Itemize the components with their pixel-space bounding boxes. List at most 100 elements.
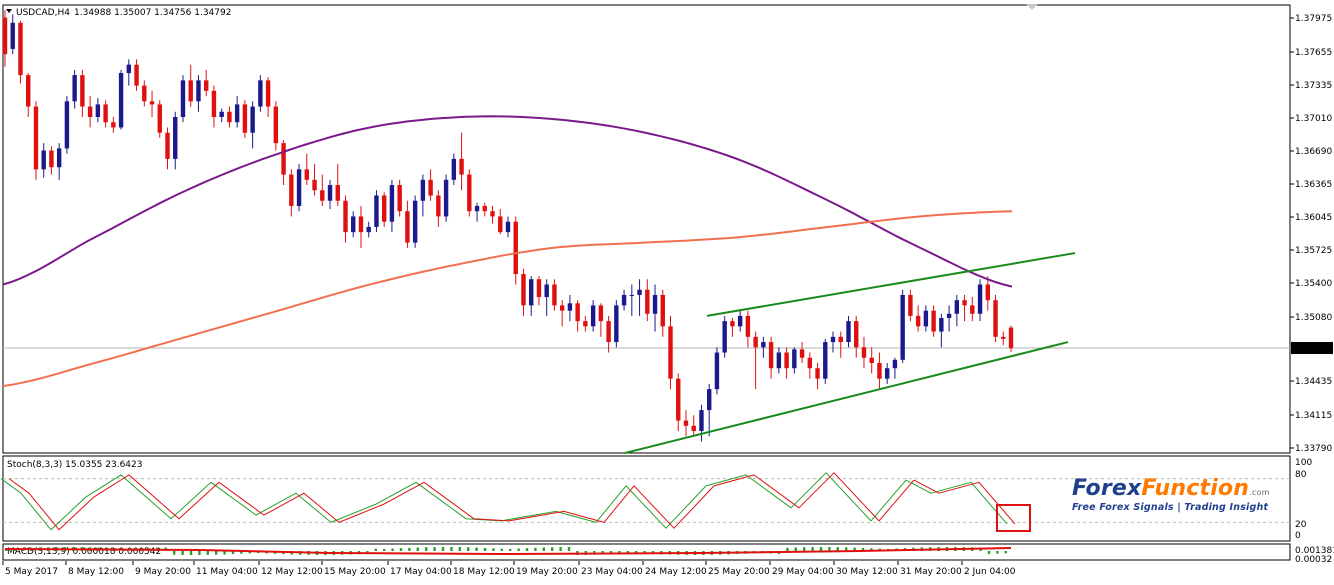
candle-body (281, 143, 286, 175)
candle-body (505, 221, 511, 233)
candle-body (142, 85, 147, 102)
candle-body (645, 289, 650, 314)
candle-body (358, 216, 364, 233)
macd-bar (215, 551, 218, 555)
candle-body (327, 185, 333, 201)
macd-bar (626, 551, 629, 554)
macd-axis-label: 0.001381 (1295, 546, 1334, 556)
candle-body (614, 305, 619, 343)
candle-body (691, 425, 696, 432)
candle-body (211, 90, 217, 117)
time-axis-label: 17 May 04:00 (390, 567, 452, 577)
stoch-axis-label: 20 (1295, 520, 1307, 530)
time-axis-label: 31 May 20:00 (900, 567, 962, 577)
candle-body (26, 75, 31, 107)
candle-body (830, 336, 836, 343)
candle-body (637, 289, 642, 295)
macd-bar (551, 547, 554, 551)
candle-body (227, 111, 232, 123)
candle-body (529, 279, 534, 306)
macd-bar (635, 551, 638, 554)
brand-logo: ForexFunction.com Free Forex Signals | T… (1072, 476, 1272, 513)
price-axis-label: 1.36690 (1295, 147, 1332, 157)
candle-body (590, 305, 596, 327)
macd-bar (189, 551, 193, 555)
brand-tagline: Free Forex Signals | Trading Insight (1072, 502, 1269, 513)
candle-body (397, 185, 402, 212)
price-axis-label: 1.37010 (1295, 114, 1332, 124)
candle-body (900, 294, 905, 360)
macd-bar (811, 547, 814, 551)
candle-body (784, 352, 789, 369)
candle-body (134, 64, 139, 86)
time-axis-label: 18 May 12:00 (453, 567, 515, 577)
candle-body (559, 305, 565, 311)
macd-bar (416, 547, 419, 551)
macd-bar (450, 547, 453, 551)
stoch-main-line (0, 472, 1008, 531)
candle-body (962, 300, 967, 306)
candle-body (923, 310, 929, 327)
candle-body (103, 104, 108, 123)
candle-body (792, 349, 797, 369)
candle-body (970, 305, 975, 314)
macd-bar (861, 547, 865, 551)
price-axis-label: 1.37655 (1295, 48, 1332, 58)
macd-bar (240, 551, 243, 554)
stoch-axis-label: 0 (1295, 531, 1301, 541)
price-axis-label: 1.34435 (1295, 377, 1332, 387)
macd-label: MACD(5,13,9) 0.000018 0.000542 (7, 547, 161, 557)
candles-group (2, 10, 1014, 442)
candle-body (41, 150, 46, 170)
candle-body (838, 336, 843, 343)
stoch-panel-frame (2, 455, 1291, 542)
macd-bar (458, 547, 461, 551)
time-axis-label: 2 Jun 04:00 (964, 567, 1016, 577)
candle-body (1001, 336, 1006, 339)
current-price-label: 1.34792 (1293, 345, 1330, 355)
time-axis-label: 15 May 20:00 (324, 567, 386, 577)
price-axis-label: 1.34115 (1295, 411, 1332, 421)
candle-body (737, 315, 743, 327)
macd-bar (467, 547, 470, 551)
macd-bar (500, 548, 503, 551)
candle-body (157, 104, 162, 133)
candle-body (56, 148, 62, 168)
macd-bar (206, 551, 209, 555)
macd-bar (559, 547, 562, 551)
candle-body (513, 221, 518, 275)
candle-body (180, 80, 186, 117)
candle-body (714, 352, 720, 390)
macd-bar (475, 547, 478, 551)
candle-body (451, 158, 457, 180)
macd-bar (828, 547, 831, 551)
candle-body (993, 300, 998, 337)
macd-bar (567, 547, 571, 551)
candle-body (80, 75, 85, 107)
candle-body (467, 174, 472, 212)
candle-body (320, 190, 325, 201)
macd-bar (870, 548, 873, 551)
macd-panel-frame (2, 543, 1291, 561)
macd-bar (173, 551, 176, 555)
macd-bar (441, 547, 445, 551)
time-axis-label: 9 May 20:00 (135, 567, 191, 577)
macd-bar (433, 547, 436, 551)
macd-bar (845, 547, 848, 551)
candle-body (699, 410, 704, 432)
candle-body (954, 300, 960, 314)
candle-body (931, 310, 936, 332)
time-axis-label: 24 May 12:00 (645, 567, 707, 577)
macd-bar (786, 547, 789, 551)
macd-bar (248, 551, 251, 554)
candle-body (776, 352, 782, 369)
macd-bar (1004, 551, 1007, 554)
candle-body (730, 321, 735, 327)
macd-bar (408, 547, 411, 551)
candle-body (149, 101, 155, 105)
candle-body (915, 315, 921, 327)
time-axis-label: 11 May 04:00 (196, 567, 258, 577)
candle-body (366, 226, 371, 233)
candle-body (258, 80, 263, 107)
